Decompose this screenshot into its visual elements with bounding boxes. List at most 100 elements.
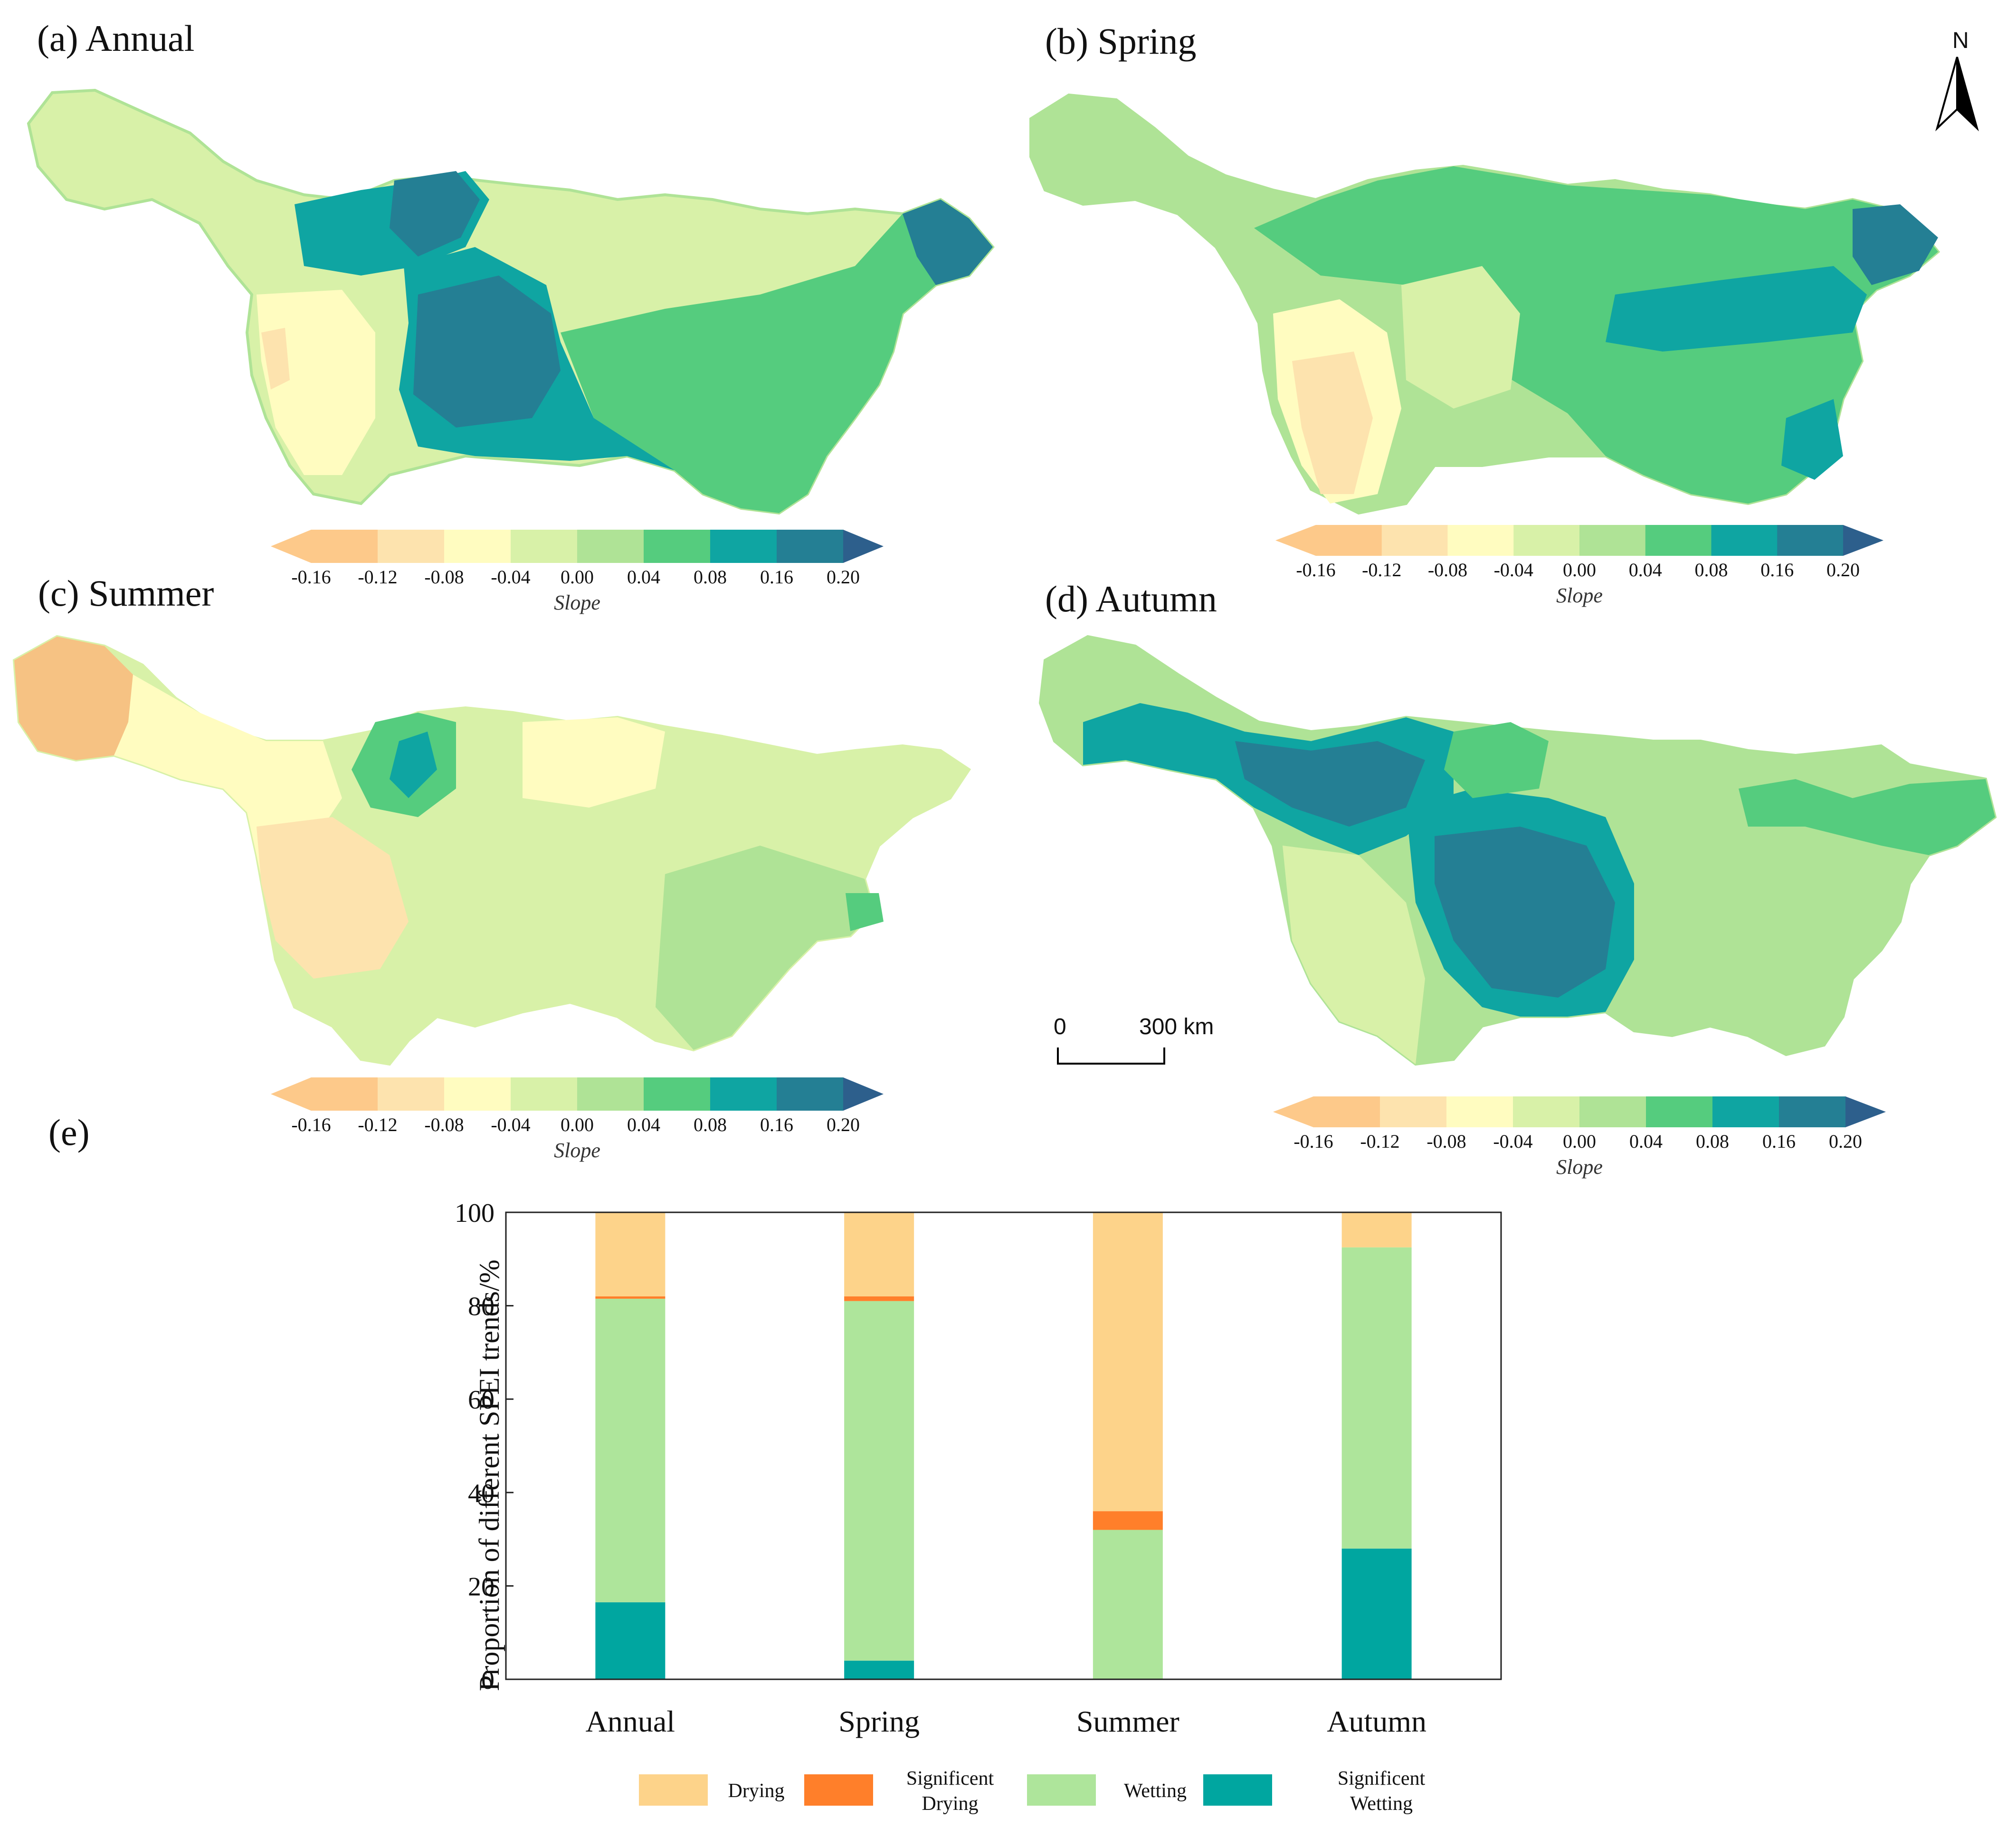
colorbar-tick-label: -0.12 [358, 566, 398, 588]
colorbar-low-arrow [271, 530, 311, 563]
colorbar-tick-label: -0.04 [1493, 559, 1533, 581]
bar-segment [844, 1296, 914, 1301]
colorbar-swatch [311, 1077, 378, 1111]
legend-swatch [639, 1774, 708, 1806]
panel-title-e: (e) [48, 1112, 90, 1153]
region-annual-west-drier [261, 328, 290, 390]
colorbar-tick-label: -0.16 [1296, 559, 1336, 581]
colorbar-tick-label: 0.16 [760, 566, 793, 588]
bar-segment [844, 1660, 914, 1679]
colorbar-tick-label: 0.04 [627, 566, 660, 588]
legend-label: Wetting [1124, 1780, 1187, 1802]
y-tick-label: 20 [468, 1572, 494, 1601]
legend-label: Drying [728, 1780, 785, 1802]
colorbar-swatch [444, 530, 511, 563]
colorbar-swatch [577, 1077, 644, 1111]
region-summer-northwest-dry [14, 637, 133, 760]
scale-bar-start: 0 [1054, 1014, 1066, 1039]
colorbar-tick-label: 0.20 [1829, 1131, 1862, 1152]
colorbar-swatch [1579, 1096, 1646, 1127]
legend-swatch [1203, 1774, 1272, 1806]
bar-segment [595, 1602, 666, 1679]
x-tick-label: Spring [838, 1704, 920, 1738]
colorbar-tick-label: -0.04 [1493, 1131, 1533, 1152]
colorbar-swatch [644, 530, 711, 563]
region-summer-center [523, 717, 665, 808]
x-tick-label: Summer [1076, 1704, 1179, 1738]
colorbar-swatch [1712, 1096, 1779, 1127]
y-tick-label: 60 [468, 1385, 494, 1415]
bar-segment [595, 1212, 666, 1296]
colorbar-swatch [644, 1077, 711, 1111]
colorbar-swatch [1579, 525, 1646, 556]
colorbar-high-arrow [843, 1077, 884, 1111]
colorbar-tick-label: 0.00 [561, 1114, 594, 1135]
north-arrow-label: N [1952, 28, 1969, 53]
colorbar-label: Slope [554, 1139, 600, 1162]
colorbar-tick-label: 0.20 [827, 566, 860, 588]
bar-segment [595, 1298, 666, 1602]
colorbar-high-arrow [843, 530, 884, 563]
colorbar-tick-label: -0.08 [424, 1114, 464, 1135]
region-annual-northeast [903, 200, 993, 285]
colorbar-tick-label: -0.08 [424, 566, 464, 588]
colorbar-swatch [444, 1077, 511, 1111]
x-tick-label: Annual [586, 1704, 675, 1738]
colorbar-low-arrow [1275, 525, 1316, 556]
colorbar-tick-label: 0.00 [1563, 1131, 1596, 1152]
colorbar-swatches [1275, 525, 1883, 556]
region-annual-west-dry [257, 290, 375, 475]
colorbar-tick-label: -0.12 [1362, 559, 1402, 581]
colorbar-swatch [577, 530, 644, 563]
region-autumn-west-light [1283, 846, 1425, 1064]
colorbar-tick-label: -0.16 [291, 566, 331, 588]
colorbar-swatch [710, 1077, 777, 1111]
panel-title-c: (c) Summer [38, 572, 214, 614]
y-tick-label: 0 [481, 1666, 494, 1695]
colorbar-swatch [1513, 1096, 1580, 1127]
colorbar-tick-label: 0.08 [1696, 1131, 1729, 1152]
north-arrow-icon [1935, 57, 1979, 132]
legend-swatch [1027, 1774, 1096, 1806]
colorbar-tick-label: 0.04 [1628, 559, 1662, 581]
colorbar-swatch [1646, 1096, 1713, 1127]
colorbar-tick-label: 0.08 [694, 1114, 727, 1135]
bar-segment [595, 1296, 666, 1299]
bar-segment [1093, 1530, 1163, 1679]
y-tick-label: 80 [468, 1292, 494, 1322]
panel-title-d: (d) Autumn [1045, 578, 1217, 619]
colorbar-swatch [1380, 1096, 1447, 1127]
colorbar-tick-label: -0.04 [491, 1114, 531, 1135]
colorbar-swatch [1777, 525, 1844, 556]
colorbar-swatch [378, 1077, 445, 1111]
colorbar-swatch [1779, 1096, 1846, 1127]
colorbar-tick-label: -0.12 [1360, 1131, 1400, 1152]
y-tick-label: 100 [455, 1199, 494, 1228]
colorbar-tick-label: -0.12 [358, 1114, 398, 1135]
bar-segment [1341, 1548, 1412, 1679]
region-autumn-northeast [1739, 779, 1995, 855]
colorbar-tick-label: -0.08 [1426, 1131, 1466, 1152]
colorbar-swatch [378, 530, 445, 563]
colorbar-low-arrow [271, 1077, 311, 1111]
colorbar-swatch [1711, 525, 1778, 556]
colorbar-tick-label: 0.16 [1762, 1131, 1796, 1152]
panel-title-a: (a) Annual [37, 18, 195, 59]
region-spring-ne [1853, 204, 1938, 285]
colorbar-swatch [710, 530, 777, 563]
region-spring-west-drier [1292, 352, 1373, 494]
colorbar-high-arrow [1845, 1096, 1886, 1127]
region-autumn-north-mid [1444, 722, 1549, 798]
legend-label: Significent Wetting [1337, 1768, 1426, 1815]
bar-segment [844, 1212, 914, 1296]
region-spring-band [1606, 266, 1867, 352]
colorbar-tick-label: 0.16 [1760, 559, 1794, 581]
colorbar-swatch [777, 1077, 844, 1111]
colorbar-swatches [1273, 1096, 1886, 1127]
colorbar-swatch [777, 530, 844, 563]
colorbar-swatch [311, 530, 378, 563]
